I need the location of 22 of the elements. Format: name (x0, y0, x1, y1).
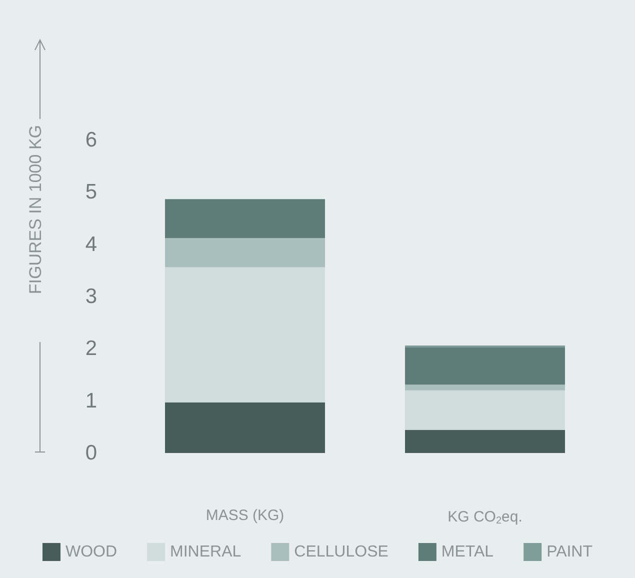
y-tick-label: 2 (85, 337, 97, 360)
legend-label: WOOD (65, 544, 118, 560)
x-tick-label: MASS (KG) (206, 507, 284, 524)
bar (405, 430, 565, 453)
bar (165, 238, 325, 268)
y-tick-label: 1 (85, 389, 97, 412)
y-tick-label: 6 (85, 128, 97, 152)
bar (165, 199, 325, 238)
y-tick-label: 0 (85, 442, 97, 464)
bar (405, 390, 565, 430)
legend-label: CELLULOSE (294, 544, 388, 560)
legend-label: PAINT (546, 544, 593, 560)
bar (165, 267, 325, 402)
y-axis-title: FIGURES IN 1000 KG (26, 124, 45, 294)
y-tick-label: 3 (85, 285, 97, 308)
legend-label: MINERAL (170, 544, 242, 560)
legend-label: METAL (441, 544, 494, 560)
y-tick-label: 5 (85, 180, 97, 204)
bar (165, 402, 325, 453)
bar (405, 347, 565, 385)
bar (405, 384, 565, 390)
y-tick-label: 4 (85, 232, 98, 256)
